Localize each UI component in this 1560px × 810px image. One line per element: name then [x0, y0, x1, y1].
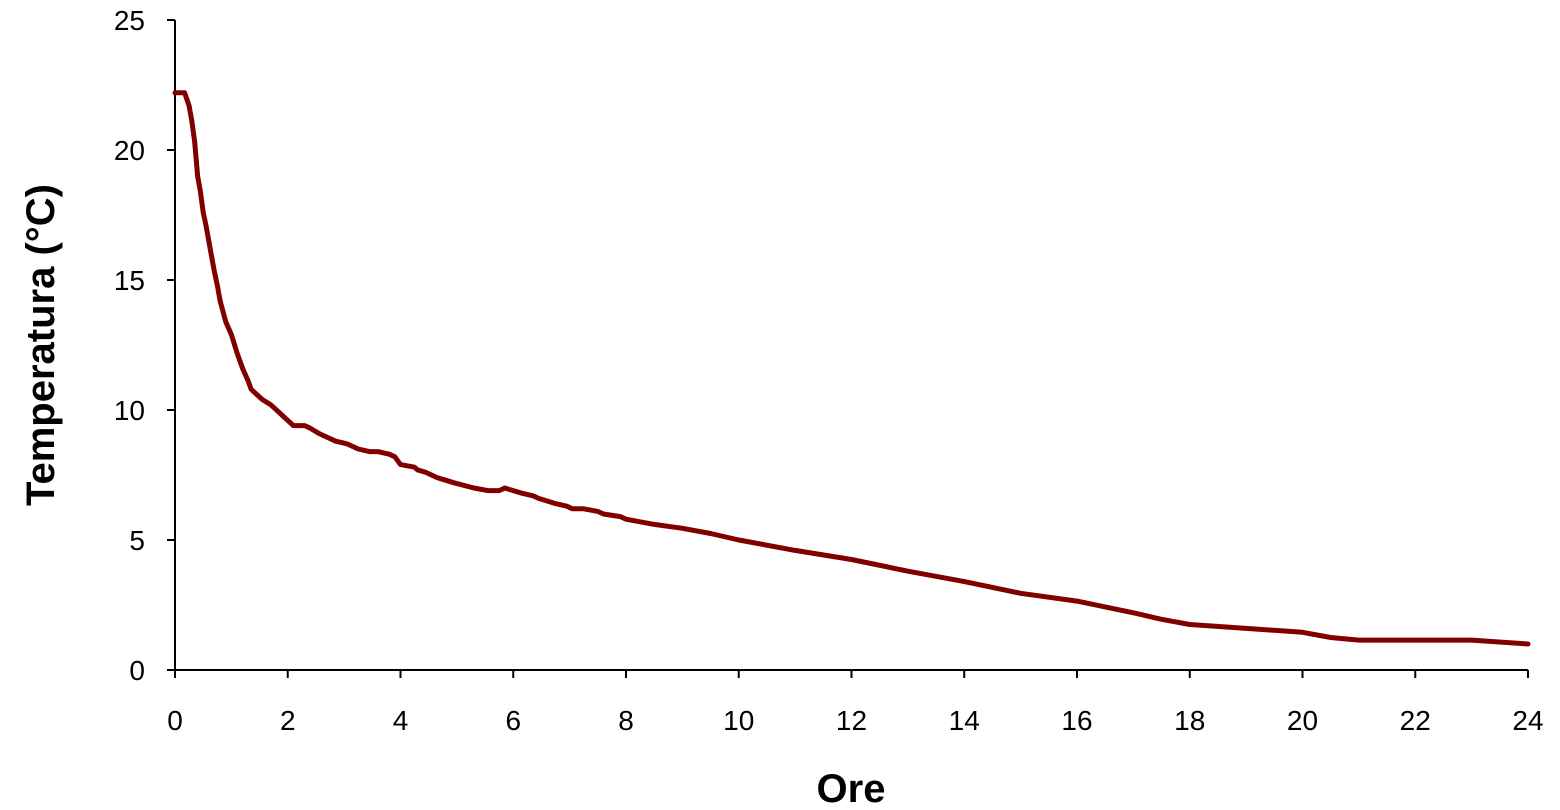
x-tick-label: 14	[949, 705, 980, 736]
y-tick-label: 0	[129, 655, 145, 686]
series-layer	[172, 90, 1531, 647]
x-tick-label: 0	[167, 705, 183, 736]
x-tick-label: 2	[280, 705, 296, 736]
y-tick-label: 10	[114, 395, 145, 426]
x-tick-label: 12	[836, 705, 867, 736]
y-tick-label: 15	[114, 265, 145, 296]
temperature-line	[172, 90, 1531, 647]
y-tick-label: 5	[129, 525, 145, 556]
x-tick-label: 10	[723, 705, 754, 736]
y-tick-label: 25	[114, 5, 145, 36]
x-tick-label: 16	[1061, 705, 1092, 736]
y-tick-label: 20	[114, 135, 145, 166]
x-tick-label: 8	[618, 705, 634, 736]
x-tick-label: 6	[505, 705, 521, 736]
axes	[174, 20, 1528, 671]
y-axis-title: Temperatura (°C)	[19, 184, 63, 506]
x-tick-label: 24	[1512, 705, 1543, 736]
x-tick-label: 4	[393, 705, 409, 736]
x-tick-label: 22	[1400, 705, 1431, 736]
x-tick-label: 18	[1174, 705, 1205, 736]
x-axis-title: Ore	[817, 767, 886, 810]
x-tick-label: 20	[1287, 705, 1318, 736]
